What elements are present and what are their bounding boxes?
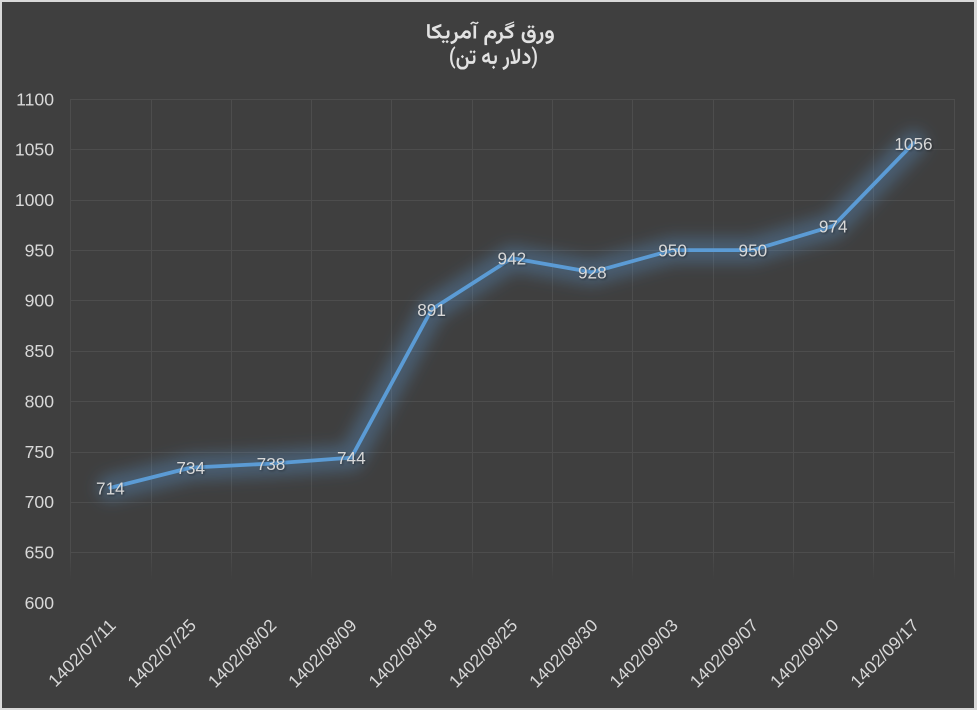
svg-text:714: 714 [96,478,125,498]
svg-text:928: 928 [578,263,607,283]
svg-text:1000: 1000 [15,190,54,210]
svg-text:942: 942 [498,249,527,269]
svg-text:950: 950 [25,240,55,260]
svg-text:1100: 1100 [16,89,54,109]
svg-text:600: 600 [25,593,55,613]
svg-text:950: 950 [739,241,768,261]
svg-text:950: 950 [658,241,687,261]
svg-text:850: 850 [25,341,55,361]
svg-text:900: 900 [25,291,55,311]
svg-text:891: 891 [417,300,446,320]
svg-text:974: 974 [819,216,848,236]
svg-text:738: 738 [257,454,286,474]
svg-text:800: 800 [25,392,55,412]
svg-text:650: 650 [25,543,55,563]
svg-text:1050: 1050 [15,140,54,160]
svg-text:1056: 1056 [894,134,932,154]
svg-text:744: 744 [337,448,366,468]
svg-text:700: 700 [25,492,55,512]
svg-text:734: 734 [176,458,205,478]
svg-text:750: 750 [25,442,55,462]
